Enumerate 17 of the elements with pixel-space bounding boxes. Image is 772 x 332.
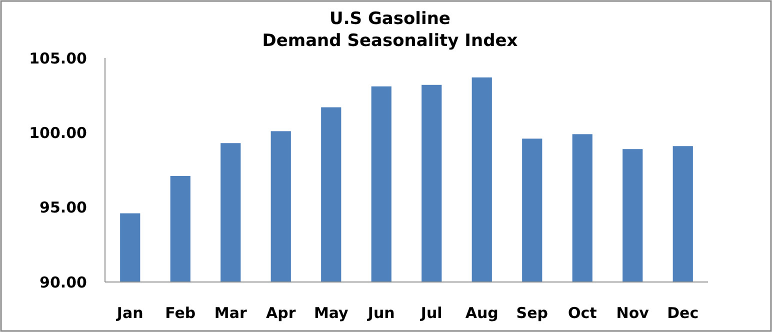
- x-tick-label: Apr: [266, 304, 296, 322]
- x-tick-label: Oct: [568, 304, 597, 322]
- x-tick-label: Jun: [366, 304, 395, 322]
- x-tick-label: Nov: [616, 304, 650, 322]
- x-tick-label: May: [314, 304, 349, 322]
- x-tick-label: Jan: [116, 304, 144, 322]
- x-tick-label: Sep: [516, 304, 548, 322]
- chart-title: U.S Gasoline Demand Seasonality Index: [262, 9, 518, 51]
- x-tick-label: Jul: [420, 304, 442, 322]
- x-tick-label: Feb: [165, 304, 196, 322]
- x-tick-label: Mar: [214, 304, 248, 322]
- y-tick-label: 105.00: [29, 49, 87, 68]
- y-tick-label: 100.00: [29, 124, 87, 142]
- x-tick-label: Dec: [667, 304, 699, 322]
- x-tick-label: Aug: [465, 304, 498, 322]
- y-tick-label: 90.00: [40, 273, 87, 292]
- y-tick-label: 95.00: [40, 198, 87, 217]
